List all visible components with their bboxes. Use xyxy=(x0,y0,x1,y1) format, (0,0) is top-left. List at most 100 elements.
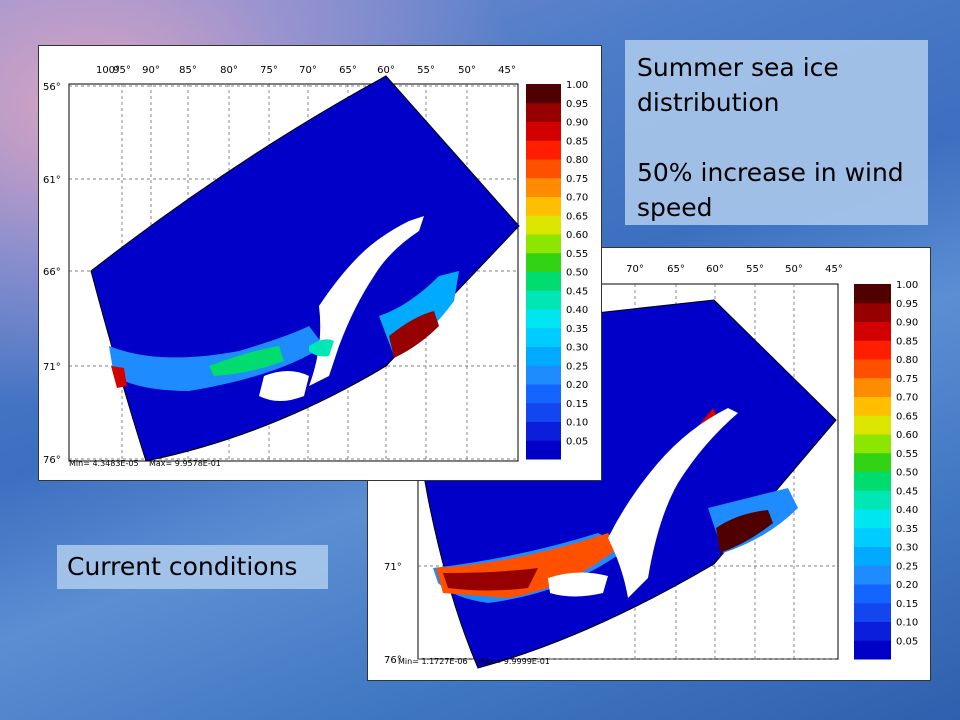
colorbar-label: 0.45 xyxy=(896,486,918,497)
caption: Current conditions xyxy=(57,545,328,589)
latitude-label: 71° xyxy=(384,562,402,573)
colorbar-bin xyxy=(526,271,561,291)
longitude-label: 60° xyxy=(706,264,724,275)
longitude-label: 55° xyxy=(746,264,764,275)
colorbar-label: 0.60 xyxy=(896,430,918,441)
colorbar-label: 1.00 xyxy=(896,280,918,291)
colorbar-bin xyxy=(526,421,561,441)
colorbar-bin xyxy=(854,359,891,379)
colorbar-label: 0.85 xyxy=(566,136,588,147)
longitude-label: 55° xyxy=(417,65,435,76)
colorbar-label: 0.30 xyxy=(566,343,588,354)
longitude-label: 80° xyxy=(220,65,238,76)
colorbar-bin xyxy=(854,452,891,472)
colorbar-bin xyxy=(526,140,561,160)
latitude-label: 76° xyxy=(384,655,402,666)
colorbar-label: 0.80 xyxy=(566,155,588,166)
colorbar-label: 0.10 xyxy=(566,418,588,429)
colorbar-label: 0.20 xyxy=(566,380,588,391)
colorbar-label: 0.90 xyxy=(896,318,918,329)
colorbar-label: 0.15 xyxy=(566,399,588,410)
colorbar-bin xyxy=(526,309,561,329)
longitude-label: 70° xyxy=(626,264,644,275)
latitude-label: 61° xyxy=(43,175,61,186)
ice-patch xyxy=(309,339,334,357)
longitude-label: 85° xyxy=(179,65,197,76)
max-label: Max= 9.9999E-01 xyxy=(478,657,550,666)
map: 100°95° 90° 85° 80° 75° 70° 65° 60° 55° 50° 45° 56°… xyxy=(43,65,588,468)
ice-patch xyxy=(716,510,773,553)
colorbar-bin xyxy=(854,302,891,322)
colorbar-label: 0.10 xyxy=(896,618,918,629)
colorbar-bin xyxy=(854,471,891,491)
colorbar-bin xyxy=(526,365,561,385)
min-label: Min= 4.3483E-05 xyxy=(69,459,139,468)
min-label: Min= 1.1727E-06 xyxy=(398,657,468,666)
longitude-label: 95° xyxy=(113,65,131,76)
colorbar-bin xyxy=(526,327,561,347)
ice-patch xyxy=(111,366,127,388)
longitude-label: 60° xyxy=(377,65,395,76)
colorbar-label: 0.25 xyxy=(896,561,918,572)
map-panel: 100° 95° 90° 85° 80° 75° 70° 65° 60° 55° 50° 45° 56°… xyxy=(38,45,602,481)
colorbar-label: 0.90 xyxy=(566,118,588,129)
longitude-label: 90° xyxy=(142,65,160,76)
colorbar-bin xyxy=(526,159,561,179)
longitude-label: 65° xyxy=(667,264,685,275)
longitude-label: 65° xyxy=(339,65,357,76)
ice-patch xyxy=(389,311,439,358)
colorbar-bin xyxy=(854,490,891,510)
colorbar-label: 1.00 xyxy=(566,80,588,91)
colorbar-label: 0.40 xyxy=(896,505,918,516)
colorbar-bin xyxy=(526,102,561,122)
colorbar-bin xyxy=(854,377,891,397)
latitude-label: 76° xyxy=(43,455,61,466)
latitude-label: 66° xyxy=(43,267,61,278)
colorbar-bin xyxy=(854,509,891,529)
colorbar-label: 0.55 xyxy=(566,249,588,260)
colorbar-label: 0.95 xyxy=(896,299,918,310)
colorbar-bin xyxy=(854,527,891,547)
max-label: Max= 9.9578E-01 xyxy=(149,459,221,468)
longitude-label: 50° xyxy=(785,264,803,275)
longitude-label: 45° xyxy=(498,65,516,76)
plot-frame xyxy=(68,83,519,462)
colorbar-bin xyxy=(526,84,561,104)
ice-patch xyxy=(259,371,309,401)
colorbar-bin xyxy=(854,546,891,566)
colorbar-label: 0.50 xyxy=(566,268,588,279)
ice-patch xyxy=(209,346,284,376)
colorbar-label: 0.35 xyxy=(566,324,588,335)
colorbar-bin xyxy=(526,402,561,422)
ice-patch xyxy=(608,408,738,598)
ice-patch xyxy=(309,216,424,386)
colorbar-label: 0.65 xyxy=(896,411,918,422)
colorbar-label: 0.25 xyxy=(566,361,588,372)
colorbar-bin xyxy=(854,415,891,435)
ice-patch xyxy=(548,572,608,597)
colorbar-bin xyxy=(854,434,891,454)
colorbar-bin xyxy=(526,440,561,460)
colorbar-label: 0.60 xyxy=(566,230,588,241)
colorbar-label: 0.15 xyxy=(896,599,918,610)
latitude-label: 71° xyxy=(43,362,61,373)
colorbar-label: 0.30 xyxy=(896,543,918,554)
colorbar-label: 0.85 xyxy=(896,336,918,347)
colorbar-bin xyxy=(526,346,561,366)
colorbar-label: 0.35 xyxy=(896,524,918,535)
info-title: Summer sea ice distribution xyxy=(637,53,839,117)
longitude-label: 45° xyxy=(825,264,843,275)
colorbar-bin xyxy=(854,565,891,585)
colorbar-label: 0.75 xyxy=(566,174,588,185)
colorbar-bin xyxy=(526,384,561,404)
colorbar-label: 0.55 xyxy=(896,449,918,460)
colorbar-label: 0.05 xyxy=(896,636,918,647)
colorbar-bin xyxy=(854,340,891,360)
colorbar-bin xyxy=(526,121,561,141)
colorbar-label: 0.95 xyxy=(566,99,588,110)
ice-region xyxy=(90,75,520,462)
colorbar-label: 0.40 xyxy=(566,305,588,316)
colorbar-bin xyxy=(526,196,561,216)
colorbar-bin xyxy=(854,584,891,604)
colorbar-bin xyxy=(854,396,891,416)
